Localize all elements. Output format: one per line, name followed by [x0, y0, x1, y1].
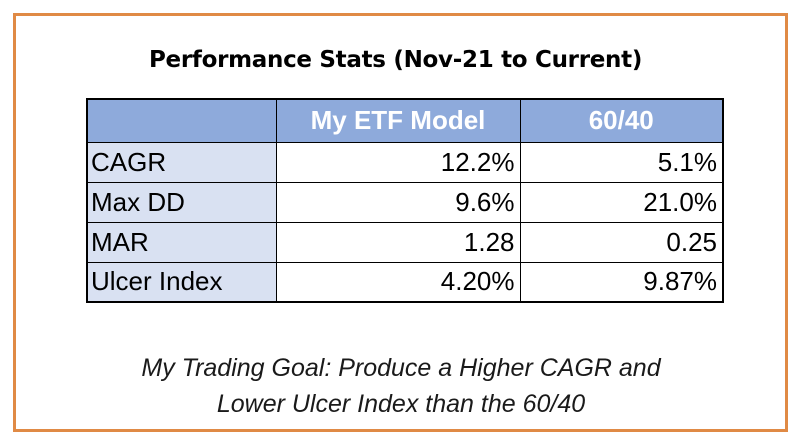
table-row: Max DD 9.6% 21.0% — [86, 181, 724, 223]
table-row: Ulcer Index 4.20% 9.87% — [86, 261, 724, 303]
header-my-etf-model: My ETF Model — [275, 98, 521, 143]
max-dd-model-value: 9.6% — [275, 181, 521, 223]
table-row: CAGR 12.2% 5.1% — [86, 141, 724, 183]
row-label-mar: MAR — [86, 221, 277, 263]
mar-benchmark-value: 0.25 — [519, 221, 724, 263]
table-row: MAR 1.28 0.25 — [86, 221, 724, 263]
trading-goal-text: My Trading Goal: Produce a Higher CAGR a… — [0, 350, 802, 422]
trading-goal-line-2: Lower Ulcer Index than the 60/40 — [216, 390, 586, 418]
performance-table: My ETF Model 60/40 CAGR 12.2% 5.1% Max D… — [86, 98, 724, 303]
row-label-max-dd: Max DD — [86, 181, 277, 223]
row-label-ulcer-index: Ulcer Index — [86, 261, 277, 303]
ulcer-index-model-value: 4.20% — [275, 261, 521, 303]
page-title: Performance Stats (Nov-21 to Current) — [148, 47, 643, 73]
header-60-40: 60/40 — [519, 98, 724, 143]
cagr-model-value: 12.2% — [275, 141, 521, 183]
header-blank-cell — [86, 98, 277, 143]
cagr-benchmark-value: 5.1% — [519, 141, 724, 183]
row-label-cagr: CAGR — [86, 141, 277, 183]
ulcer-index-benchmark-value: 9.87% — [519, 261, 724, 303]
mar-model-value: 1.28 — [275, 221, 521, 263]
header-row: My ETF Model 60/40 — [86, 98, 724, 143]
max-dd-benchmark-value: 21.0% — [519, 181, 724, 223]
trading-goal-line-1: My Trading Goal: Produce a Higher CAGR a… — [141, 354, 661, 382]
